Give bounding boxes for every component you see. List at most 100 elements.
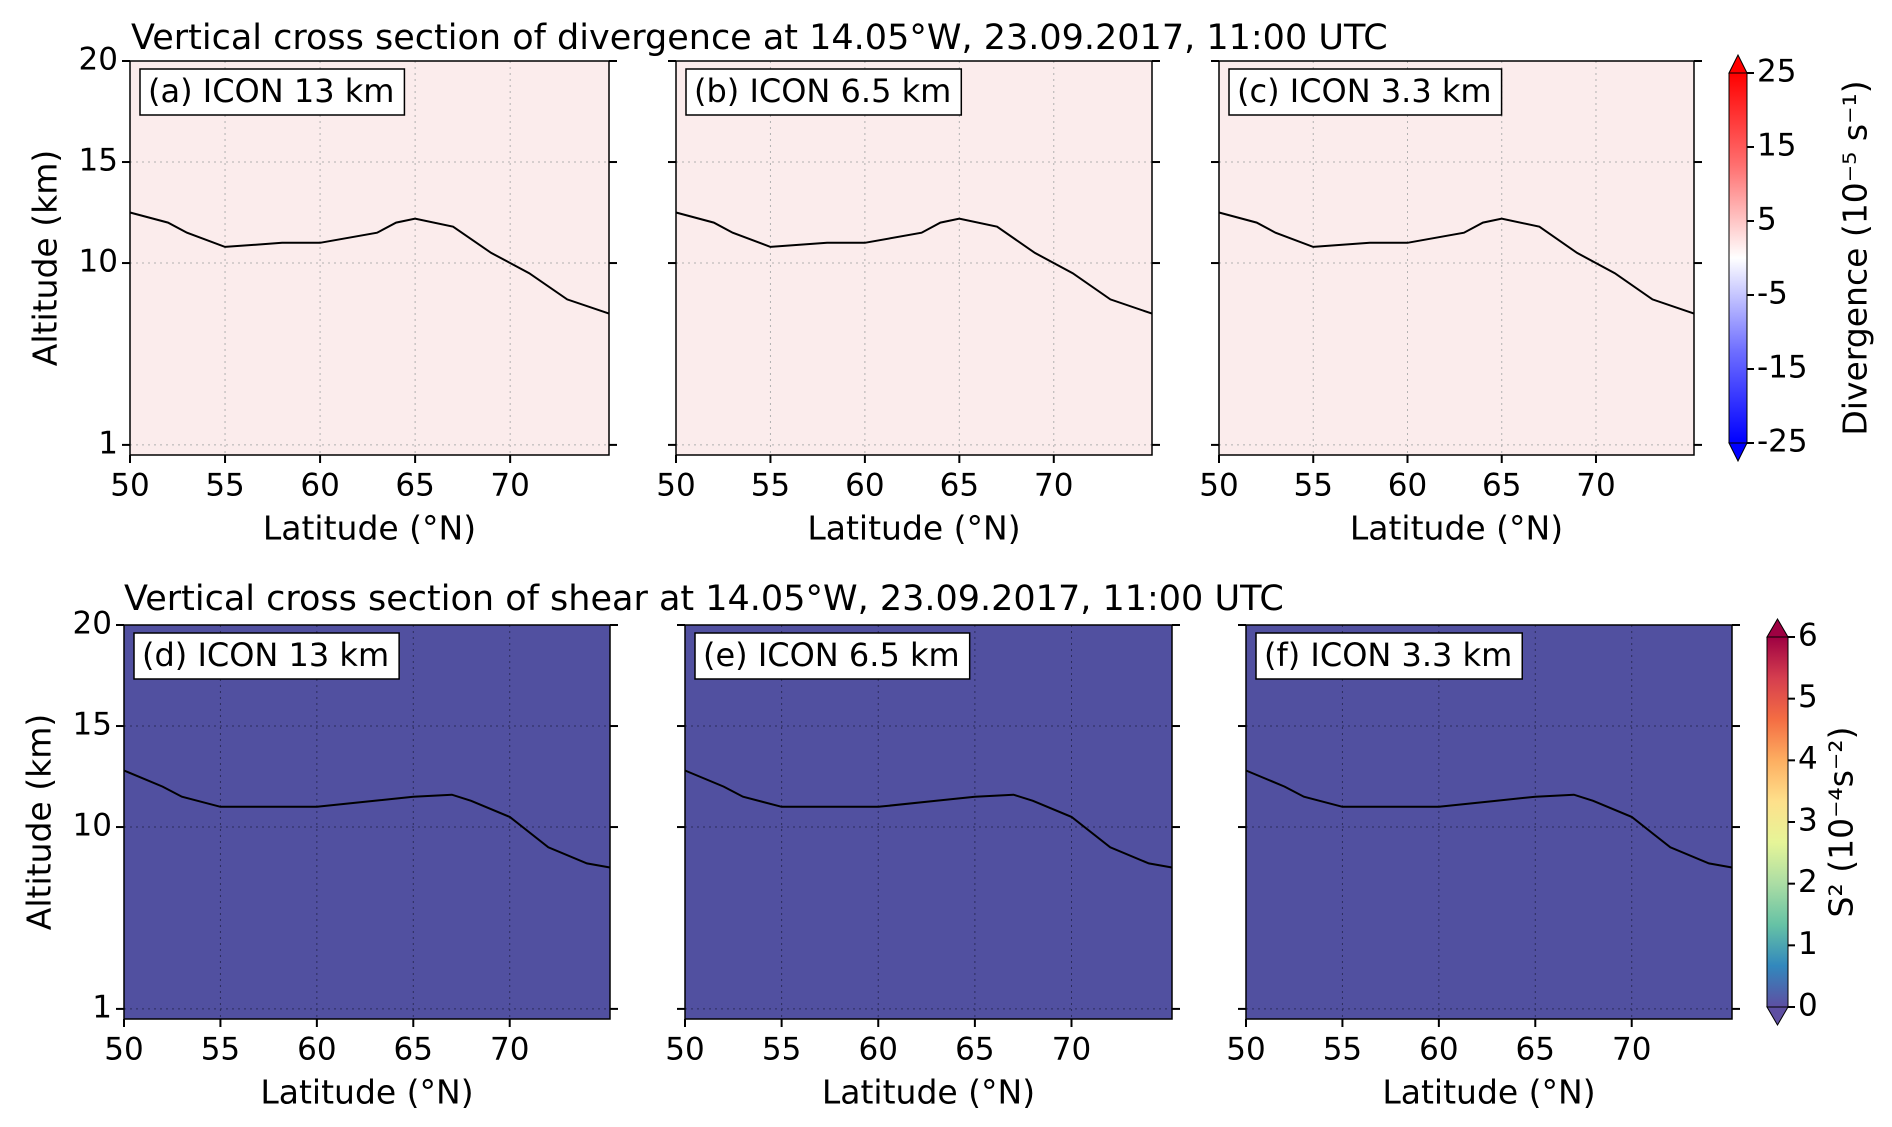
x-tick-label: 70 xyxy=(490,1032,529,1068)
field-background xyxy=(676,61,1152,455)
field-background xyxy=(1219,61,1694,455)
axes-frame xyxy=(123,624,611,1020)
tropopause-contour xyxy=(675,211,1153,315)
colorbar-tick-label: 3 xyxy=(1798,803,1818,839)
panel: 50 55 60 65 70 (f) ICON 3.3 km Latitude (°N) xyxy=(1226,624,1740,1112)
axes-frame xyxy=(684,624,1173,1020)
panel-label-box xyxy=(685,68,963,116)
tropopause-contour xyxy=(684,769,1173,869)
x-tick-label: 70 xyxy=(1576,468,1615,504)
colorbar-tick-label: 6 xyxy=(1798,618,1818,654)
x-axis-label: Latitude (°N) xyxy=(1382,1073,1595,1112)
panel-label: (c) ICON 3.3 km xyxy=(1237,72,1492,110)
x-tick-label: 55 xyxy=(751,468,790,504)
row-title: Vertical cross section of shear at 14.05… xyxy=(124,579,1284,619)
field-background xyxy=(130,61,609,455)
y-tick-label: 1 xyxy=(98,425,118,461)
y-tick-label: 10 xyxy=(79,244,118,280)
x-tick-label: 70 xyxy=(1052,1032,1091,1068)
x-tick-label: 65 xyxy=(1482,468,1521,504)
x-tick-label: 60 xyxy=(300,468,339,504)
x-tick-label: 55 xyxy=(201,1032,240,1068)
x-tick-label: 65 xyxy=(395,468,434,504)
x-tick-label: 70 xyxy=(1612,1032,1651,1068)
y-tick-label: 15 xyxy=(73,707,112,743)
axes-frame xyxy=(1245,624,1733,1020)
panel-label: (d) ICON 13 km xyxy=(142,636,389,674)
x-tick-label: 60 xyxy=(845,468,884,504)
colorbar-tick-label: -25 xyxy=(1757,424,1808,460)
panel-label-box xyxy=(694,632,971,680)
panel-label: (b) ICON 6.5 km xyxy=(694,72,951,110)
row-title: Vertical cross section of divergence at … xyxy=(131,18,1388,58)
panel-label-box xyxy=(1255,632,1523,680)
x-tick-label: 70 xyxy=(490,468,529,504)
panel: 50 55 60 65 70 1 10 15 20 (a) ICON 13 km Latitude … xyxy=(26,42,617,548)
panel: 50 55 60 65 70 (b) ICON 6.5 km Latitude (°N) xyxy=(656,60,1160,548)
x-tick-label: 65 xyxy=(940,468,979,504)
x-tick-label: 55 xyxy=(762,1032,801,1068)
colorbar-tick-label: -15 xyxy=(1757,350,1808,386)
y-tick-label: 20 xyxy=(73,606,112,642)
x-tick-label: 60 xyxy=(1419,1032,1458,1068)
x-axis-label: Latitude (°N) xyxy=(807,509,1020,548)
tropopause-contour xyxy=(1245,769,1733,869)
x-tick-label: 55 xyxy=(1294,468,1333,504)
x-tick-label: 50 xyxy=(665,1032,704,1068)
panel-label-box xyxy=(1228,68,1503,116)
colorbar xyxy=(1766,636,1789,1008)
colorbar-extend xyxy=(1728,442,1748,463)
y-tick-label: 1 xyxy=(92,989,112,1025)
colorbar-tick-label: -5 xyxy=(1757,276,1788,312)
x-axis-label: Latitude (°N) xyxy=(260,1073,473,1112)
x-tick-label: 50 xyxy=(1226,1032,1265,1068)
x-tick-label: 50 xyxy=(1199,468,1238,504)
colorbar-extend xyxy=(1766,618,1789,638)
panel: 50 55 60 65 70 (c) ICON 3.3 km Latitude (°N) xyxy=(1199,60,1702,548)
colorbar xyxy=(1728,72,1748,444)
x-tick-label: 65 xyxy=(955,1032,994,1068)
colorbar-tick-label: 0 xyxy=(1798,988,1818,1024)
x-tick-label: 50 xyxy=(110,468,149,504)
x-tick-label: 50 xyxy=(104,1032,143,1068)
colorbar-tick-label: 5 xyxy=(1798,679,1818,715)
x-tick-label: 70 xyxy=(1034,468,1073,504)
axes-frame xyxy=(129,60,610,456)
x-tick-label: 55 xyxy=(1323,1032,1362,1068)
x-tick-label: 65 xyxy=(1516,1032,1555,1068)
colorbar-extend xyxy=(1728,53,1748,74)
panel-label-box xyxy=(133,632,400,680)
x-tick-label: 60 xyxy=(297,1032,336,1068)
colorbar-label: Divergence (10⁻⁵ s⁻¹) xyxy=(1836,80,1875,435)
x-tick-label: 50 xyxy=(656,468,695,504)
x-tick-label: 60 xyxy=(859,1032,898,1068)
field-background xyxy=(685,625,1172,1019)
panel: 50 55 60 65 70 (e) ICON 6.5 km Latitude (°N) xyxy=(665,624,1180,1112)
x-axis-label: Latitude (°N) xyxy=(263,509,476,548)
colorbar-tick-label: 5 xyxy=(1757,202,1777,238)
x-axis-label: Latitude (°N) xyxy=(1350,509,1563,548)
y-axis-label: Altitude (km) xyxy=(20,714,59,930)
panel-label: (f) ICON 3.3 km xyxy=(1264,636,1512,674)
y-tick-label: 20 xyxy=(79,42,118,78)
colorbar-tick-label: 25 xyxy=(1757,54,1796,90)
field-background xyxy=(124,625,610,1019)
x-tick-label: 65 xyxy=(394,1032,433,1068)
colorbar-tick-label: 15 xyxy=(1757,128,1796,164)
colorbar-extend xyxy=(1766,1006,1789,1026)
panel-label-box xyxy=(139,68,406,116)
y-tick-label: 15 xyxy=(79,143,118,179)
panel-label: (a) ICON 13 km xyxy=(148,72,394,110)
colorbar-tick-label: 4 xyxy=(1798,741,1818,777)
axes-frame xyxy=(675,60,1153,456)
colorbar-label: S² (10⁻⁴s⁻²) xyxy=(1822,727,1861,918)
y-axis-label: Altitude (km) xyxy=(26,150,65,366)
axes-frame xyxy=(1218,60,1695,456)
x-axis-label: Latitude (°N) xyxy=(822,1073,1035,1112)
tropopause-contour xyxy=(1218,211,1695,315)
panel-label: (e) ICON 6.5 km xyxy=(703,636,960,674)
x-tick-label: 55 xyxy=(205,468,244,504)
field-background xyxy=(1246,625,1732,1019)
tropopause-contour xyxy=(123,769,611,869)
